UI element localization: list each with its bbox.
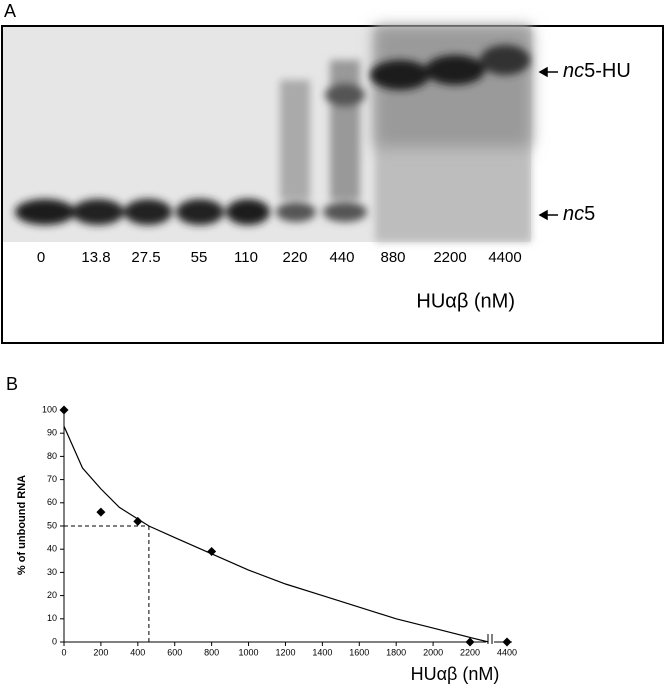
data-point [133, 516, 143, 526]
data-point [96, 507, 106, 517]
y-tick-label: 90 [47, 428, 57, 438]
x-tick-label: 1800 [386, 647, 406, 657]
band-label-plain: 5 [584, 203, 595, 225]
x-tick-label: 1400 [312, 647, 332, 657]
band-label-plain: 5-HU [584, 60, 631, 82]
data-point [59, 405, 69, 415]
x-tick-label: 1200 [275, 647, 295, 657]
y-tick-label: 20 [47, 590, 57, 600]
x-tick-label: 0 [61, 647, 66, 657]
y-tick-label: 0 [52, 636, 57, 646]
x-axis-label: HUαβ (nM) [411, 664, 500, 684]
lane-label: 27.5 [131, 249, 160, 266]
y-tick-label: 30 [47, 567, 57, 577]
gel-axis-label: HUαβ (nM) [416, 290, 515, 312]
x-tick-label: 800 [204, 647, 219, 657]
lane-label: 220 [282, 249, 307, 266]
data-point [207, 547, 217, 557]
x-tick-label: 2200 [460, 647, 480, 657]
y-tick-label: 10 [47, 613, 57, 623]
y-tick-label: 50 [47, 520, 57, 530]
x-tick-label: 4400 [497, 647, 517, 657]
band-label: nc5-HU [563, 60, 631, 82]
x-tick-label: 2000 [423, 647, 443, 657]
band-label-italic: nc [563, 60, 584, 82]
lane-label: 0 [37, 249, 45, 266]
lane-label: 13.8 [81, 249, 110, 266]
lane-label: 880 [380, 249, 405, 266]
panel-label: A [4, 1, 16, 21]
lane-label: 55 [191, 249, 208, 266]
x-tick-label: 200 [93, 647, 108, 657]
lane-label: 110 [234, 249, 258, 266]
y-tick-label: 60 [47, 497, 57, 507]
x-tick-label: 1600 [349, 647, 369, 657]
y-tick-label: 40 [47, 544, 57, 554]
gel-image [3, 27, 531, 242]
data-point [502, 637, 512, 647]
lane-label: 440 [329, 249, 354, 266]
x-tick-label: 600 [167, 647, 182, 657]
x-tick-label: 400 [130, 647, 145, 657]
fit-curve [63, 425, 489, 643]
y-axis-label: % of unbound RNA [16, 475, 28, 575]
y-tick-label: 80 [47, 451, 57, 461]
lane-labels: 0 13.8 27.5 55 110 220 440 880 2200 4400 [37, 249, 522, 266]
lane-label: 2200 [433, 249, 466, 266]
lane-label: 4400 [488, 249, 521, 266]
band-label: nc5 [563, 203, 595, 225]
band-arrow [538, 66, 558, 221]
x-tick-label: 1000 [239, 647, 259, 657]
panel-label: B [6, 374, 18, 394]
y-tick-label: 70 [47, 474, 57, 484]
band-label-italic: nc [563, 203, 584, 225]
y-tick-label: 100 [42, 404, 57, 414]
panel-frame [1, 25, 664, 344]
data-point [465, 637, 475, 647]
